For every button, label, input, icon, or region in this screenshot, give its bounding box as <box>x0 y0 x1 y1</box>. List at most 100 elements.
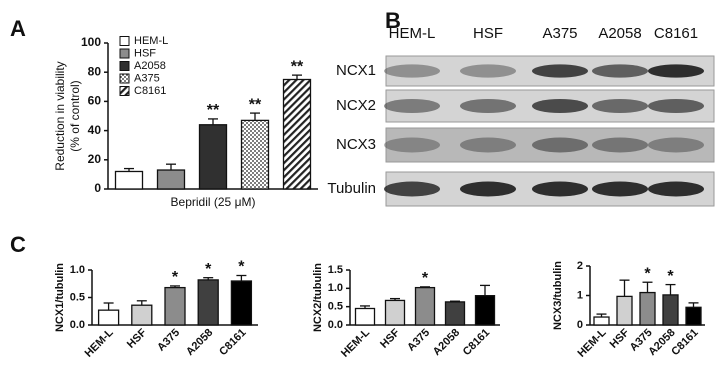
blot-band <box>460 137 516 153</box>
y-tick-label: 0.5 <box>328 301 343 313</box>
blot-strip <box>385 127 715 163</box>
y-tick-label: 2 <box>577 260 583 272</box>
y-axis-label: (% of control) <box>68 80 82 151</box>
bar <box>156 169 186 190</box>
blot-band <box>384 98 440 114</box>
y-axis-label: NCX2/tubulin <box>312 263 324 332</box>
x-tick-label: C8161 <box>461 327 492 358</box>
bar <box>662 294 679 326</box>
legend-label: HEM-L <box>134 35 168 47</box>
significance: * <box>238 259 245 276</box>
y-tick-label: 0 <box>577 319 583 331</box>
bar <box>384 299 406 326</box>
bar <box>131 304 153 326</box>
blot-band <box>532 181 588 197</box>
legend-label: HSF <box>134 47 156 59</box>
y-tick-label: 100 <box>81 35 101 49</box>
x-tick-label: C8161 <box>669 327 700 358</box>
y-tick-label: 1 <box>577 289 583 301</box>
lane-label: C8161 <box>654 25 698 42</box>
row-label: Tubulin <box>327 180 376 197</box>
bar <box>414 286 436 326</box>
y-tick-label: 0.5 <box>70 291 85 303</box>
y-tick-label: 1.0 <box>70 264 85 276</box>
legend-label: A2058 <box>134 60 166 72</box>
blot-band <box>384 64 440 78</box>
significance: * <box>667 268 674 285</box>
significance: * <box>205 261 212 278</box>
legend-swatch <box>119 36 130 46</box>
panel-label: C <box>10 232 26 257</box>
significance: ** <box>249 96 262 113</box>
blot-band <box>648 98 704 114</box>
legend-swatch <box>119 61 130 71</box>
x-tick-label: HSF <box>125 326 149 350</box>
x-tick-label: HEM-L <box>83 326 116 359</box>
blot-band <box>592 98 648 114</box>
y-tick-label: 0 <box>94 181 101 195</box>
bar <box>230 280 253 326</box>
blot-band <box>460 64 516 78</box>
bar <box>240 119 270 190</box>
x-tick-label: A375 <box>155 327 182 354</box>
legend-label: C8161 <box>134 85 166 97</box>
lane-label: HSF <box>473 25 503 42</box>
blot-band <box>460 98 516 114</box>
x-tick-label: A375 <box>405 327 432 354</box>
y-axis-label: NCX1/tubulin <box>54 263 66 332</box>
blot-band <box>592 181 648 197</box>
blot-band <box>460 181 516 197</box>
significance: * <box>172 269 179 286</box>
y-tick-label: 1.0 <box>328 282 343 294</box>
bar <box>444 301 466 326</box>
significance: * <box>422 270 429 287</box>
y-tick-label: 60 <box>88 94 102 108</box>
x-tick-label: C8161 <box>217 327 248 358</box>
bar <box>282 78 312 190</box>
x-tick-label: HEM-L <box>576 326 609 359</box>
blot-band <box>648 181 704 197</box>
bar <box>616 295 633 326</box>
blot-band <box>384 181 440 197</box>
x-tick-label: A2058 <box>431 327 462 358</box>
y-tick-label: 0.0 <box>70 319 85 331</box>
y-axis-label: NCX3/tubulin <box>552 261 564 330</box>
bar <box>639 291 656 326</box>
y-tick-label: 1.5 <box>328 264 343 276</box>
y-axis-label: Reduction in viability <box>53 61 67 170</box>
blot-band <box>532 98 588 114</box>
blot-band <box>648 137 704 153</box>
blot-band <box>532 137 588 153</box>
row-label: NCX2 <box>336 97 376 114</box>
bar <box>97 309 120 326</box>
bar <box>198 124 228 190</box>
bar <box>197 279 219 326</box>
y-tick-label: 80 <box>88 64 102 78</box>
x-tick-label: A2058 <box>184 327 215 358</box>
legend-swatch <box>119 73 130 84</box>
x-tick-label: HSF <box>378 326 402 350</box>
legend-swatch <box>119 48 130 59</box>
lane-label: A375 <box>542 25 577 42</box>
panel-label: B <box>385 8 401 33</box>
lane-label: A2058 <box>598 25 641 42</box>
y-tick-label: 0.0 <box>328 319 343 331</box>
row-label: NCX1 <box>336 62 376 79</box>
blot-band <box>592 137 648 153</box>
blot-band <box>648 64 704 78</box>
western-blot: HEM-L HSF A375 A2058 C8161 NCX1 NCX2 NCX3 Tubuli… <box>327 25 715 207</box>
y-tick-label: 40 <box>88 123 102 137</box>
significance: ** <box>207 102 220 119</box>
bar <box>114 170 144 190</box>
bar <box>354 307 376 326</box>
significance: ** <box>291 58 304 75</box>
significance: * <box>644 265 651 282</box>
bar <box>685 306 702 326</box>
blot-band <box>384 137 440 153</box>
x-tick-label: HEM-L <box>339 326 372 359</box>
legend-swatch <box>119 86 130 96</box>
legend-label: A375 <box>134 72 160 84</box>
bar <box>474 295 496 326</box>
bar <box>593 316 610 326</box>
